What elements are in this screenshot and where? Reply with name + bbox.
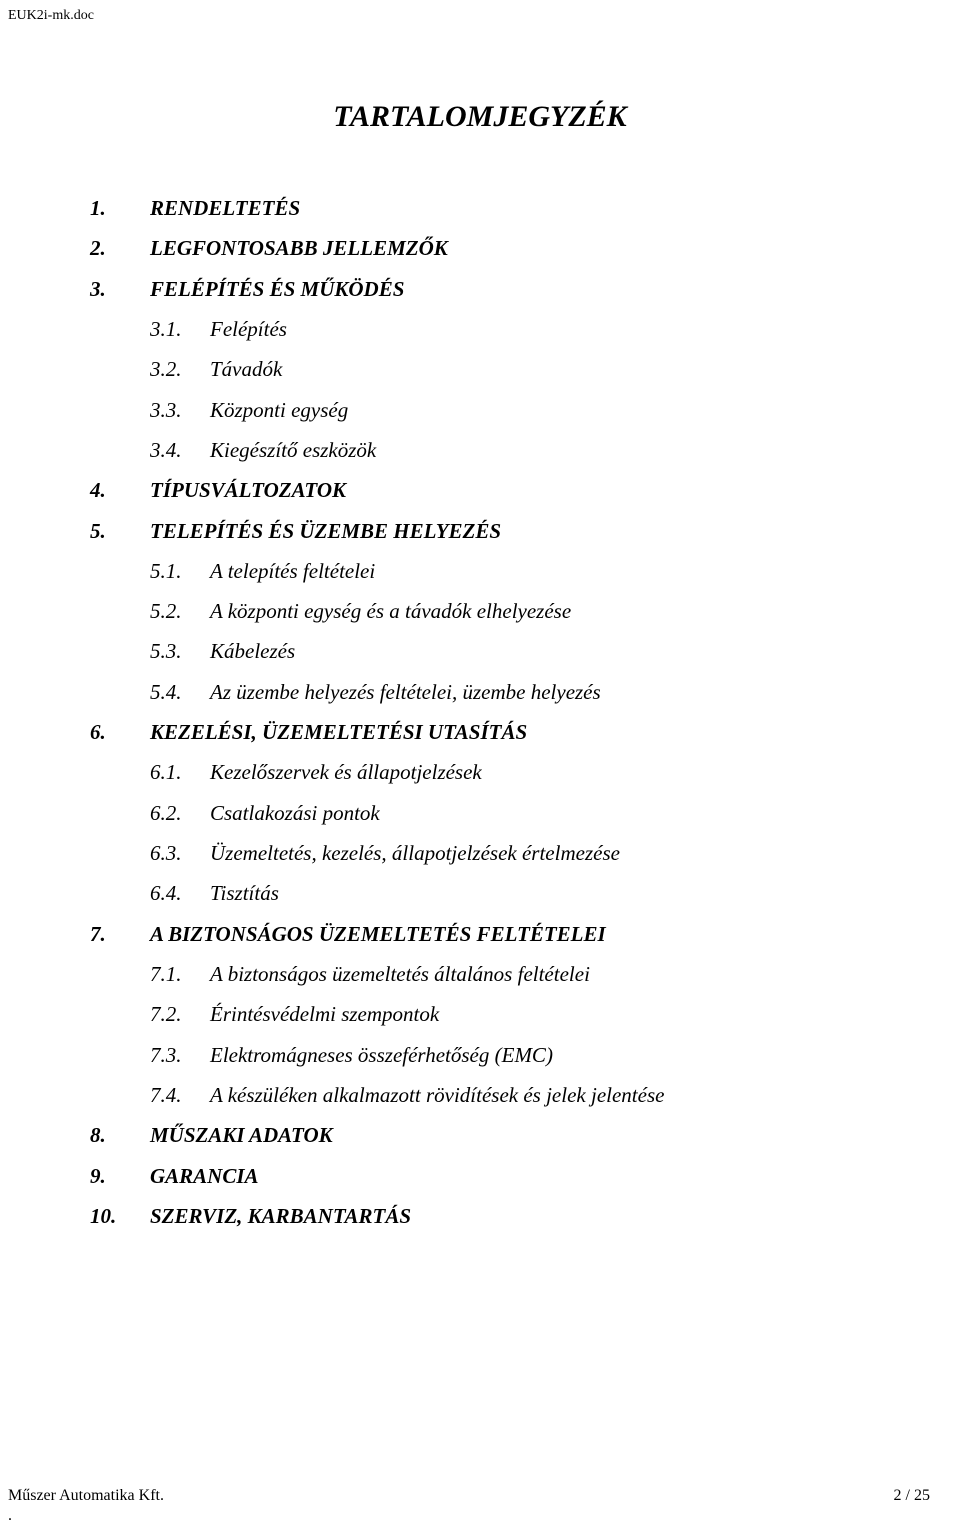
toc-text: RENDELTETÉS [150, 188, 870, 228]
toc-item-6-4: 6.4. Tisztítás [90, 873, 870, 913]
toc-item-4: 4. TÍPUSVÁLTOZATOK [90, 470, 870, 510]
toc-item-5-3: 5.3. Kábelezés [90, 631, 870, 671]
toc-num: 5. [90, 511, 150, 551]
toc-text: MŰSZAKI ADATOK [150, 1115, 870, 1155]
toc-text: FELÉPÍTÉS ÉS MŰKÖDÉS [150, 269, 870, 309]
toc-text: A központi egység és a távadók elhelyezé… [210, 591, 870, 631]
toc-item-6: 6. KEZELÉSI, ÜZEMELTETÉSI UTASÍTÁS [90, 712, 870, 752]
toc-item-7-4: 7.4. A készüléken alkalmazott rövidítése… [90, 1075, 870, 1115]
header-filename: EUK2i-mk.doc [8, 8, 94, 24]
toc-text: A telepítés feltételei [210, 551, 870, 591]
toc-text: Csatlakozási pontok [210, 793, 870, 833]
toc-num: 8. [90, 1115, 150, 1155]
toc-text: Felépítés [210, 309, 870, 349]
toc-item-5: 5. TELEPÍTÉS ÉS ÜZEMBE HELYEZÉS [90, 511, 870, 551]
toc-text: Kábelezés [210, 631, 870, 671]
toc-text: Tisztítás [210, 873, 870, 913]
toc-text: TELEPÍTÉS ÉS ÜZEMBE HELYEZÉS [150, 511, 870, 551]
toc-item-9: 9. GARANCIA [90, 1156, 870, 1196]
footer-dot: . [8, 1507, 12, 1525]
toc-item-3-4: 3.4. Kiegészítő eszközök [90, 430, 870, 470]
toc-item-5-2: 5.2. A központi egység és a távadók elhe… [90, 591, 870, 631]
toc-num: 7. [90, 914, 150, 954]
toc-text: A biztonságos üzemeltetés általános felt… [210, 954, 870, 994]
toc-item-10: 10. SZERVIZ, KARBANTARTÁS [90, 1196, 870, 1236]
toc-num: 5.2. [150, 591, 210, 631]
toc-text: SZERVIZ, KARBANTARTÁS [150, 1196, 870, 1236]
toc-num: 3.2. [150, 349, 210, 389]
toc-num: 6. [90, 712, 150, 752]
toc-num: 7.1. [150, 954, 210, 994]
toc-text: Az üzembe helyezés feltételei, üzembe he… [210, 672, 870, 712]
toc-text: TÍPUSVÁLTOZATOK [150, 470, 870, 510]
toc-text: LEGFONTOSABB JELLEMZŐK [150, 228, 870, 268]
toc-text: Távadók [210, 349, 870, 389]
toc-text: A készüléken alkalmazott rövidítések és … [210, 1075, 870, 1115]
toc-num: 1. [90, 188, 150, 228]
page-content: TARTALOMJEGYZÉK 1. RENDELTETÉS 2. LEGFON… [90, 100, 870, 1236]
toc-item-5-1: 5.1. A telepítés feltételei [90, 551, 870, 591]
toc-num: 6.3. [150, 833, 210, 873]
toc-num: 3.1. [150, 309, 210, 349]
toc-num: 10. [90, 1196, 150, 1236]
toc-item-7-2: 7.2. Érintésvédelmi szempontok [90, 994, 870, 1034]
toc-num: 5.4. [150, 672, 210, 712]
toc-text: Kiegészítő eszközök [210, 430, 870, 470]
toc-item-3-1: 3.1. Felépítés [90, 309, 870, 349]
toc-text: Érintésvédelmi szempontok [210, 994, 870, 1034]
toc-item-8: 8. MŰSZAKI ADATOK [90, 1115, 870, 1155]
page-footer: Műszer Automatika Kft. 2 / 25 [8, 1487, 930, 1505]
toc-num: 3.3. [150, 390, 210, 430]
toc-num: 9. [90, 1156, 150, 1196]
footer-company: Műszer Automatika Kft. [8, 1487, 164, 1505]
toc-text: Üzemeltetés, kezelés, állapotjelzések ér… [210, 833, 870, 873]
toc-text: KEZELÉSI, ÜZEMELTETÉSI UTASÍTÁS [150, 712, 870, 752]
toc-item-1: 1. RENDELTETÉS [90, 188, 870, 228]
toc-num: 2. [90, 228, 150, 268]
toc-num: 7.2. [150, 994, 210, 1034]
toc-item-3-3: 3.3. Központi egység [90, 390, 870, 430]
toc-num: 7.3. [150, 1035, 210, 1075]
toc-num: 7.4. [150, 1075, 210, 1115]
toc-item-7-3: 7.3. Elektromágneses összeférhetőség (EM… [90, 1035, 870, 1075]
toc-num: 6.1. [150, 752, 210, 792]
toc-item-2: 2. LEGFONTOSABB JELLEMZŐK [90, 228, 870, 268]
toc-num: 6.4. [150, 873, 210, 913]
toc-item-3-2: 3.2. Távadók [90, 349, 870, 389]
toc-num: 4. [90, 470, 150, 510]
toc-text: Központi egység [210, 390, 870, 430]
footer-page-number: 2 / 25 [894, 1487, 930, 1505]
document-page: EUK2i-mk.doc TARTALOMJEGYZÉK 1. RENDELTE… [0, 0, 960, 1531]
toc-num: 5.3. [150, 631, 210, 671]
toc-text: GARANCIA [150, 1156, 870, 1196]
toc-item-6-1: 6.1. Kezelőszervek és állapotjelzések [90, 752, 870, 792]
toc-item-5-4: 5.4. Az üzembe helyezés feltételei, üzem… [90, 672, 870, 712]
toc-num: 5.1. [150, 551, 210, 591]
toc-text: Kezelőszervek és állapotjelzések [210, 752, 870, 792]
toc-num: 6.2. [150, 793, 210, 833]
toc-item-7-1: 7.1. A biztonságos üzemeltetés általános… [90, 954, 870, 994]
toc-text: Elektromágneses összeférhetőség (EMC) [210, 1035, 870, 1075]
toc-item-6-2: 6.2. Csatlakozási pontok [90, 793, 870, 833]
toc-item-3: 3. FELÉPÍTÉS ÉS MŰKÖDÉS [90, 269, 870, 309]
table-of-contents: 1. RENDELTETÉS 2. LEGFONTOSABB JELLEMZŐK… [90, 188, 870, 1236]
page-title: TARTALOMJEGYZÉK [90, 100, 870, 134]
toc-num: 3. [90, 269, 150, 309]
toc-num: 3.4. [150, 430, 210, 470]
toc-text: A BIZTONSÁGOS ÜZEMELTETÉS FELTÉTELEI [150, 914, 870, 954]
toc-item-7: 7. A BIZTONSÁGOS ÜZEMELTETÉS FELTÉTELEI [90, 914, 870, 954]
toc-item-6-3: 6.3. Üzemeltetés, kezelés, állapotjelzés… [90, 833, 870, 873]
